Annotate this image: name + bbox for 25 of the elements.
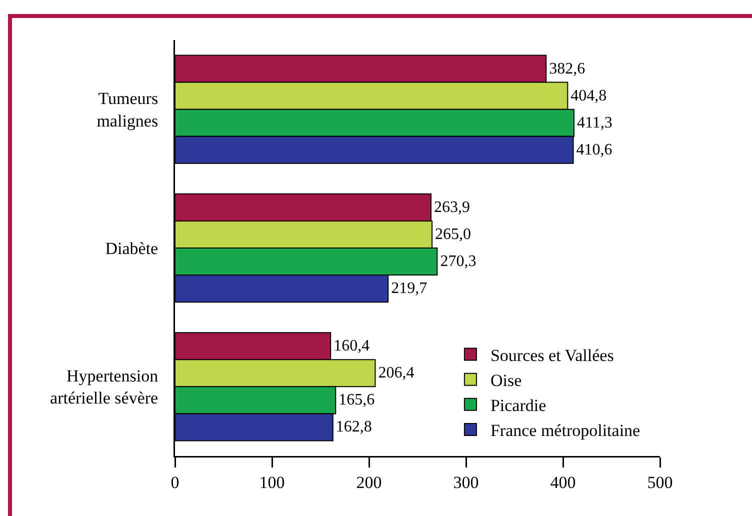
data-label: 265,0	[435, 226, 472, 243]
x-tick-label: 200	[356, 472, 382, 492]
data-label: 219,7	[391, 280, 428, 298]
x-tick-label: 100	[259, 472, 285, 492]
legend-label: Sources et Vallées	[490, 346, 614, 365]
data-label: 270,3	[440, 253, 476, 270]
data-label: 160,4	[334, 338, 370, 355]
x-tick-label: 0	[170, 472, 180, 492]
data-label: 411,3	[576, 114, 612, 132]
y-tick-label: Tumeurs malignes	[96, 89, 158, 130]
x-tick-label: 500	[647, 472, 673, 492]
data-label: 263,9	[434, 198, 470, 216]
data-label: 206,4	[378, 364, 414, 382]
data-label: 162,8	[336, 418, 372, 436]
data-label: 165,6	[338, 392, 375, 409]
legend-label: Oise	[490, 370, 522, 390]
data-label: 404,8	[570, 87, 607, 104]
x-tick-label: 300	[453, 472, 479, 492]
data-label: 410,6	[576, 141, 612, 158]
data-label: 382,6	[549, 60, 586, 78]
y-tick-label: Hypertension artérielle sévère	[50, 366, 159, 408]
y-tick-label: Diabète	[105, 238, 158, 258]
legend-label: France métropolitaine	[490, 421, 640, 440]
legend-label: Picardie	[490, 396, 546, 416]
x-tick-label: 400	[550, 472, 576, 492]
